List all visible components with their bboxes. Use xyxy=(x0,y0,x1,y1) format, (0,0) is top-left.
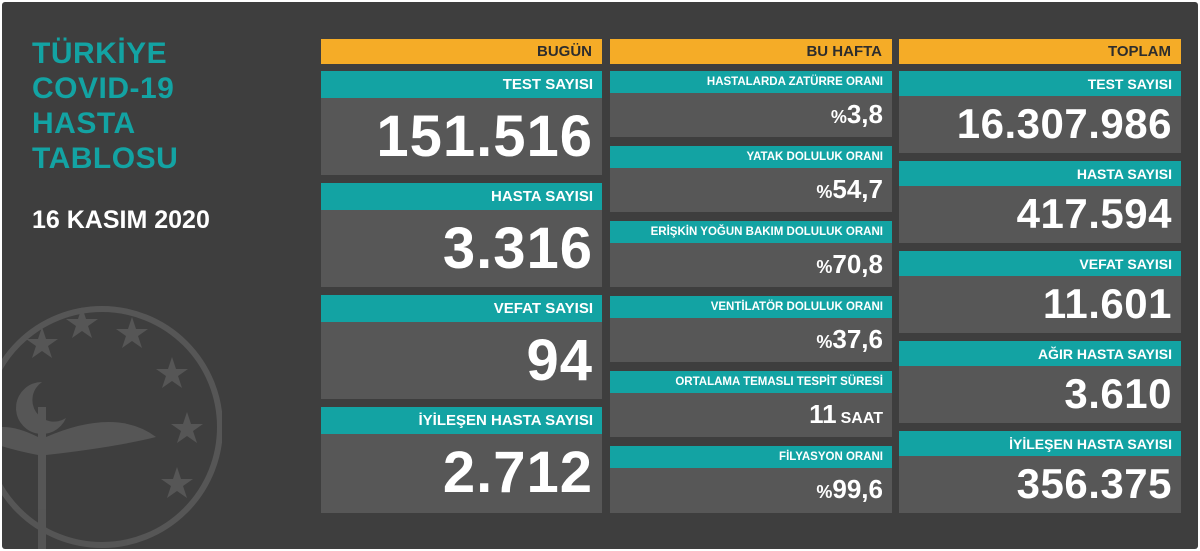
page-title: TÜRKİYE COVID-19 HASTA TABLOSU xyxy=(32,36,178,176)
value-number: 70,8 xyxy=(832,249,883,279)
card-label: AĞIR HASTA SAYISI xyxy=(899,341,1181,366)
card-value: 2.712 xyxy=(442,440,593,505)
card-value: 356.375 xyxy=(1016,460,1172,507)
week-pneumonia-card: HASTALARDA ZATÜRRE ORANI %3,8 xyxy=(610,71,892,137)
card-label: TEST SAYISI xyxy=(899,71,1181,96)
value-number: 37,6 xyxy=(832,324,883,354)
card-label: TEST SAYISI xyxy=(321,71,602,98)
card-label: İYİLEŞEN HASTA SAYISI xyxy=(899,431,1181,456)
total-heading: TOPLAM xyxy=(899,39,1181,64)
percent-sign: % xyxy=(816,182,833,202)
week-bed-occupancy-card: YATAK DOLULUK ORANI %54,7 xyxy=(610,146,892,212)
total-test-card: TEST SAYISI 16.307.986 xyxy=(899,71,1181,153)
card-value: 151.516 xyxy=(376,104,593,169)
card-label: HASTA SAYISI xyxy=(899,161,1181,186)
today-cases-card: HASTA SAYISI 3.316 xyxy=(321,183,602,287)
total-cases-card: HASTA SAYISI 417.594 xyxy=(899,161,1181,243)
card-value: 11.601 xyxy=(1042,280,1172,327)
report-date: 16 KASIM 2020 xyxy=(32,206,210,234)
card-label: ORTALAMA TEMASLI TESPİT SÜRESİ xyxy=(610,371,892,393)
card-label: VENTİLATÖR DOLULUK ORANI xyxy=(610,296,892,318)
percent-sign: % xyxy=(830,107,847,127)
today-deaths-card: VEFAT SAYISI 94 xyxy=(321,295,602,399)
title-line: TABLOSU xyxy=(32,142,179,175)
card-label: VEFAT SAYISI xyxy=(321,295,602,322)
card-value: 11 SAAT xyxy=(610,393,892,440)
total-severe-card: AĞIR HASTA SAYISI 3.610 xyxy=(899,341,1181,423)
total-recovered-card: İYİLEŞEN HASTA SAYISI 356.375 xyxy=(899,431,1181,513)
percent-sign: % xyxy=(816,332,833,352)
card-value: 16.307.986 xyxy=(956,100,1172,147)
card-label: İYİLEŞEN HASTA SAYISI xyxy=(321,407,602,434)
total-column: TOPLAM TEST SAYISI 16.307.986 HASTA SAYI… xyxy=(899,39,1181,513)
card-label: YATAK DOLULUK ORANI xyxy=(610,146,892,168)
card-value: 3.610 xyxy=(1064,370,1172,417)
value-number: 3,8 xyxy=(846,99,883,129)
week-contact-time-card: ORTALAMA TEMASLI TESPİT SÜRESİ 11 SAAT xyxy=(610,371,892,437)
card-label: HASTA SAYISI xyxy=(321,183,602,210)
title-line: COVID-19 xyxy=(32,72,175,105)
value-number: 54,7 xyxy=(832,174,883,204)
week-ventilator-card: VENTİLATÖR DOLULUK ORANI %37,6 xyxy=(610,296,892,362)
percent-sign: % xyxy=(816,257,833,277)
today-test-card: TEST SAYISI 151.516 xyxy=(321,71,602,175)
value-unit: SAAT xyxy=(840,410,883,427)
card-value: %99,6 xyxy=(610,468,892,513)
card-label: ERİŞKİN YOĞUN BAKIM DOLULUK ORANI xyxy=(610,221,892,243)
week-column: BU HAFTA HASTALARDA ZATÜRRE ORANI %3,8 Y… xyxy=(610,39,892,513)
health-ministry-emblem-icon xyxy=(2,306,222,549)
value-number: 11 xyxy=(809,399,837,429)
week-filiation-card: FİLYASYON ORANI %99,6 xyxy=(610,446,892,513)
card-value: 3.316 xyxy=(442,216,593,281)
total-deaths-card: VEFAT SAYISI 11.601 xyxy=(899,251,1181,333)
card-value: %37,6 xyxy=(610,318,892,363)
card-label: HASTALARDA ZATÜRRE ORANI xyxy=(610,71,892,93)
card-value: 417.594 xyxy=(1016,190,1172,237)
today-heading: BUGÜN xyxy=(321,39,602,64)
card-value: 94 xyxy=(526,328,593,393)
title-line: HASTA xyxy=(32,107,136,140)
card-label: FİLYASYON ORANI xyxy=(610,446,892,468)
week-heading: BU HAFTA xyxy=(610,39,892,64)
percent-sign: % xyxy=(816,482,833,502)
title-line: TÜRKİYE xyxy=(32,37,168,70)
card-value: %70,8 xyxy=(610,243,892,288)
value-number: 99,6 xyxy=(832,474,883,504)
today-column: BUGÜN TEST SAYISI 151.516 HASTA SAYISI 3… xyxy=(321,39,602,513)
card-value: %3,8 xyxy=(610,93,892,138)
today-recovered-card: İYİLEŞEN HASTA SAYISI 2.712 xyxy=(321,407,602,513)
card-label: VEFAT SAYISI xyxy=(899,251,1181,276)
card-value: %54,7 xyxy=(610,168,892,213)
week-icu-occupancy-card: ERİŞKİN YOĞUN BAKIM DOLULUK ORANI %70,8 xyxy=(610,221,892,287)
